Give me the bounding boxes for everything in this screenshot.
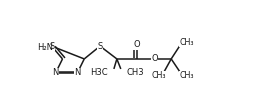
Text: S: S (49, 42, 54, 51)
Text: H₂N: H₂N (37, 43, 53, 52)
Text: O: O (133, 40, 139, 49)
Text: CH₃: CH₃ (151, 71, 165, 80)
Text: O: O (151, 54, 157, 63)
Text: N: N (74, 68, 80, 77)
Text: CH₃: CH₃ (179, 71, 194, 80)
Text: H3C: H3C (90, 68, 107, 77)
Text: S: S (97, 42, 102, 51)
Text: CH₃: CH₃ (179, 38, 194, 47)
Text: CH3: CH3 (126, 68, 144, 77)
Text: N: N (52, 68, 58, 77)
